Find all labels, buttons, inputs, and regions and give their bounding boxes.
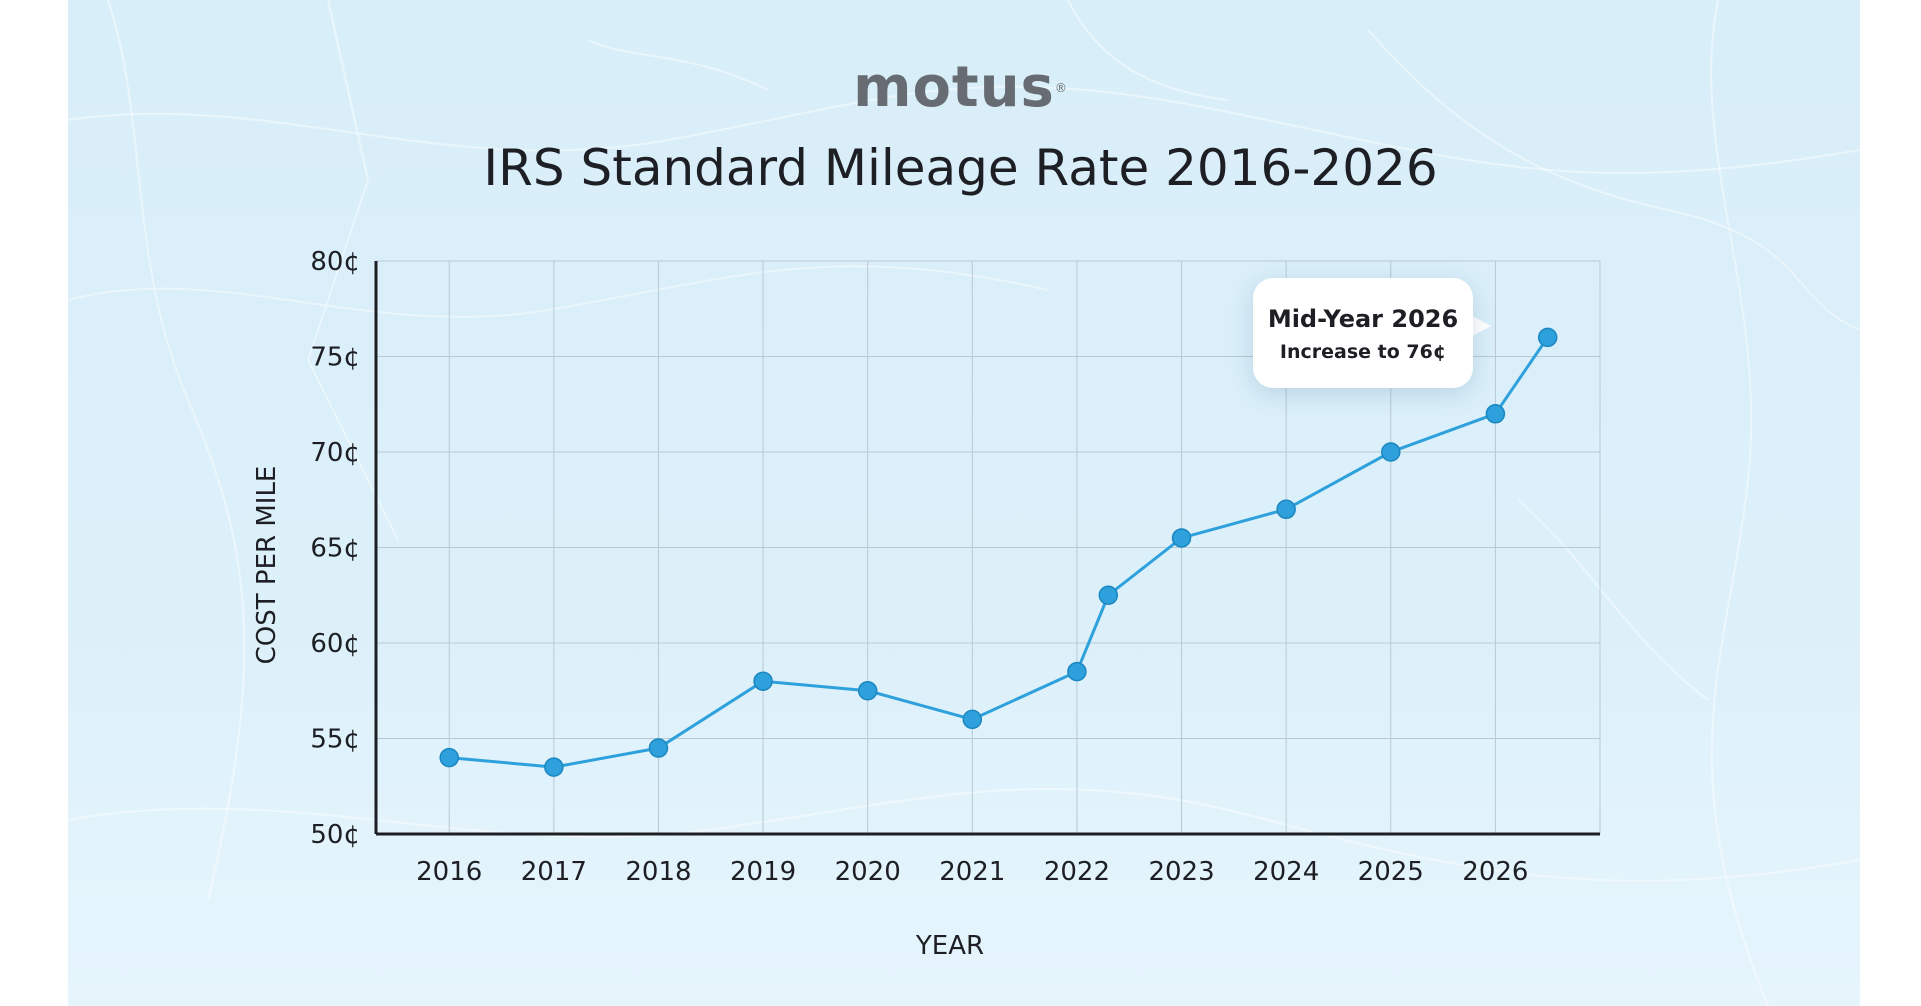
y-tick-label: 65¢ <box>310 534 360 564</box>
annotation-callout: Mid-Year 2026 Increase to 76¢ <box>1253 278 1473 388</box>
data-point <box>962 709 983 730</box>
background-panel <box>68 0 1860 1006</box>
data-point <box>1276 499 1296 520</box>
x-tick-label: 2024 <box>1253 857 1319 887</box>
data-point <box>1381 442 1401 462</box>
x-axis-label: YEAR <box>915 931 984 961</box>
y-tick-label: 70¢ <box>310 438 360 468</box>
chart-title: IRS Standard Mileage Rate 2016-2026 <box>483 139 1438 197</box>
y-axis-ticks: 50¢ 55¢ 60¢ 65¢ 70¢ 75¢ 80¢ <box>310 247 360 850</box>
data-point <box>753 671 773 691</box>
x-tick-label: 2022 <box>1044 857 1110 887</box>
callout-text: Increase to 76¢ <box>1279 341 1447 363</box>
motus-logo: motus® <box>0 52 1921 124</box>
x-axis-ticks: 2016 2017 2018 2019 2020 2021 2022 2023 2024 2025… <box>416 857 1528 887</box>
x-tick-label: 2025 <box>1358 857 1424 887</box>
y-tick-label: 80¢ <box>310 247 360 277</box>
chart-axes <box>374 261 1600 836</box>
data-point <box>544 757 564 777</box>
series-line <box>449 336 1549 769</box>
data-point <box>857 681 878 701</box>
data-point <box>1171 528 1192 548</box>
data-point <box>1067 661 1087 682</box>
x-tick-label: 2023 <box>1148 857 1214 887</box>
x-tick-label: 2016 <box>416 857 482 887</box>
data-point <box>439 747 459 768</box>
data-point <box>1537 327 1558 348</box>
x-tick-label: 2026 <box>1462 857 1528 887</box>
x-tick-label: 2019 <box>730 857 796 887</box>
y-tick-label: 55¢ <box>310 725 360 755</box>
series-layer <box>439 327 1558 777</box>
y-tick-label: 75¢ <box>310 343 360 373</box>
data-point <box>1098 585 1119 605</box>
y-tick-label: 60¢ <box>310 629 360 659</box>
x-tick-label: 2020 <box>835 857 901 887</box>
x-tick-label: 2021 <box>939 857 1005 887</box>
x-tick-label: 2017 <box>521 857 587 887</box>
registered-mark: ® <box>1054 81 1068 95</box>
callout-title: Mid-Year 2026 <box>1267 305 1459 333</box>
logo-text: motus <box>853 55 1055 120</box>
y-tick-label: 50¢ <box>310 820 360 850</box>
x-tick-label: 2018 <box>625 857 691 887</box>
map-background-pattern <box>68 0 1860 1006</box>
data-point <box>648 738 669 758</box>
y-axis-label: COST PER MILE <box>252 466 282 665</box>
data-point <box>1485 404 1506 424</box>
